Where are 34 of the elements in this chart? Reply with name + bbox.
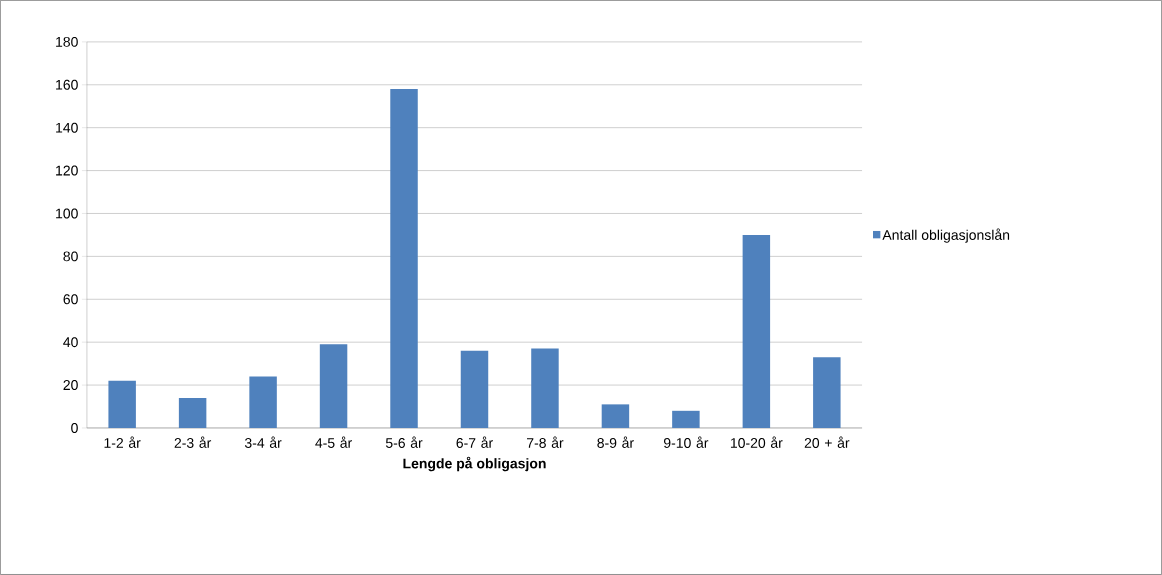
y-tick-label: 160 xyxy=(56,79,78,90)
x-tick-label: 5-6 år xyxy=(385,436,423,448)
bar xyxy=(742,234,771,429)
y-tick-label: 0 xyxy=(71,423,78,433)
y-tick-label: 180 xyxy=(56,36,78,47)
y-tick-label: 120 xyxy=(56,165,78,176)
x-tick-label: 3-4 år xyxy=(244,436,282,448)
y-tick-label: 100 xyxy=(56,208,78,219)
legend-label: Antall obligasjonslån xyxy=(882,228,1010,243)
y-tick-label: 60 xyxy=(63,294,78,305)
bar xyxy=(531,348,559,429)
bar xyxy=(460,350,489,429)
x-axis-title: Lengde på obligasjon xyxy=(403,456,546,472)
x-tick-label: 10-20 år xyxy=(730,436,783,448)
bar xyxy=(601,404,630,429)
y-tick-label: 20 xyxy=(63,380,78,391)
y-tick-label: 80 xyxy=(63,251,78,262)
x-tick-label: 2-3 år xyxy=(174,436,212,448)
bar xyxy=(319,344,348,429)
bar xyxy=(249,376,277,429)
bar xyxy=(108,380,136,429)
x-tick-label: 6-7 år xyxy=(456,436,493,448)
x-tick-label: 9-10 år xyxy=(663,436,709,448)
x-tick-label: 8-9 år xyxy=(597,436,634,448)
bar xyxy=(178,397,207,429)
bar xyxy=(390,89,418,429)
bar xyxy=(672,410,700,429)
bar xyxy=(813,357,841,429)
y-tick-label: 40 xyxy=(63,337,78,348)
x-tick-label: 7-8 år xyxy=(527,436,564,448)
y-tick-label: 140 xyxy=(56,122,78,133)
x-tick-label: 1-2 år xyxy=(104,436,141,448)
x-tick-label: 20 + år xyxy=(804,436,850,448)
x-tick-label: 4-5 år xyxy=(315,436,352,448)
